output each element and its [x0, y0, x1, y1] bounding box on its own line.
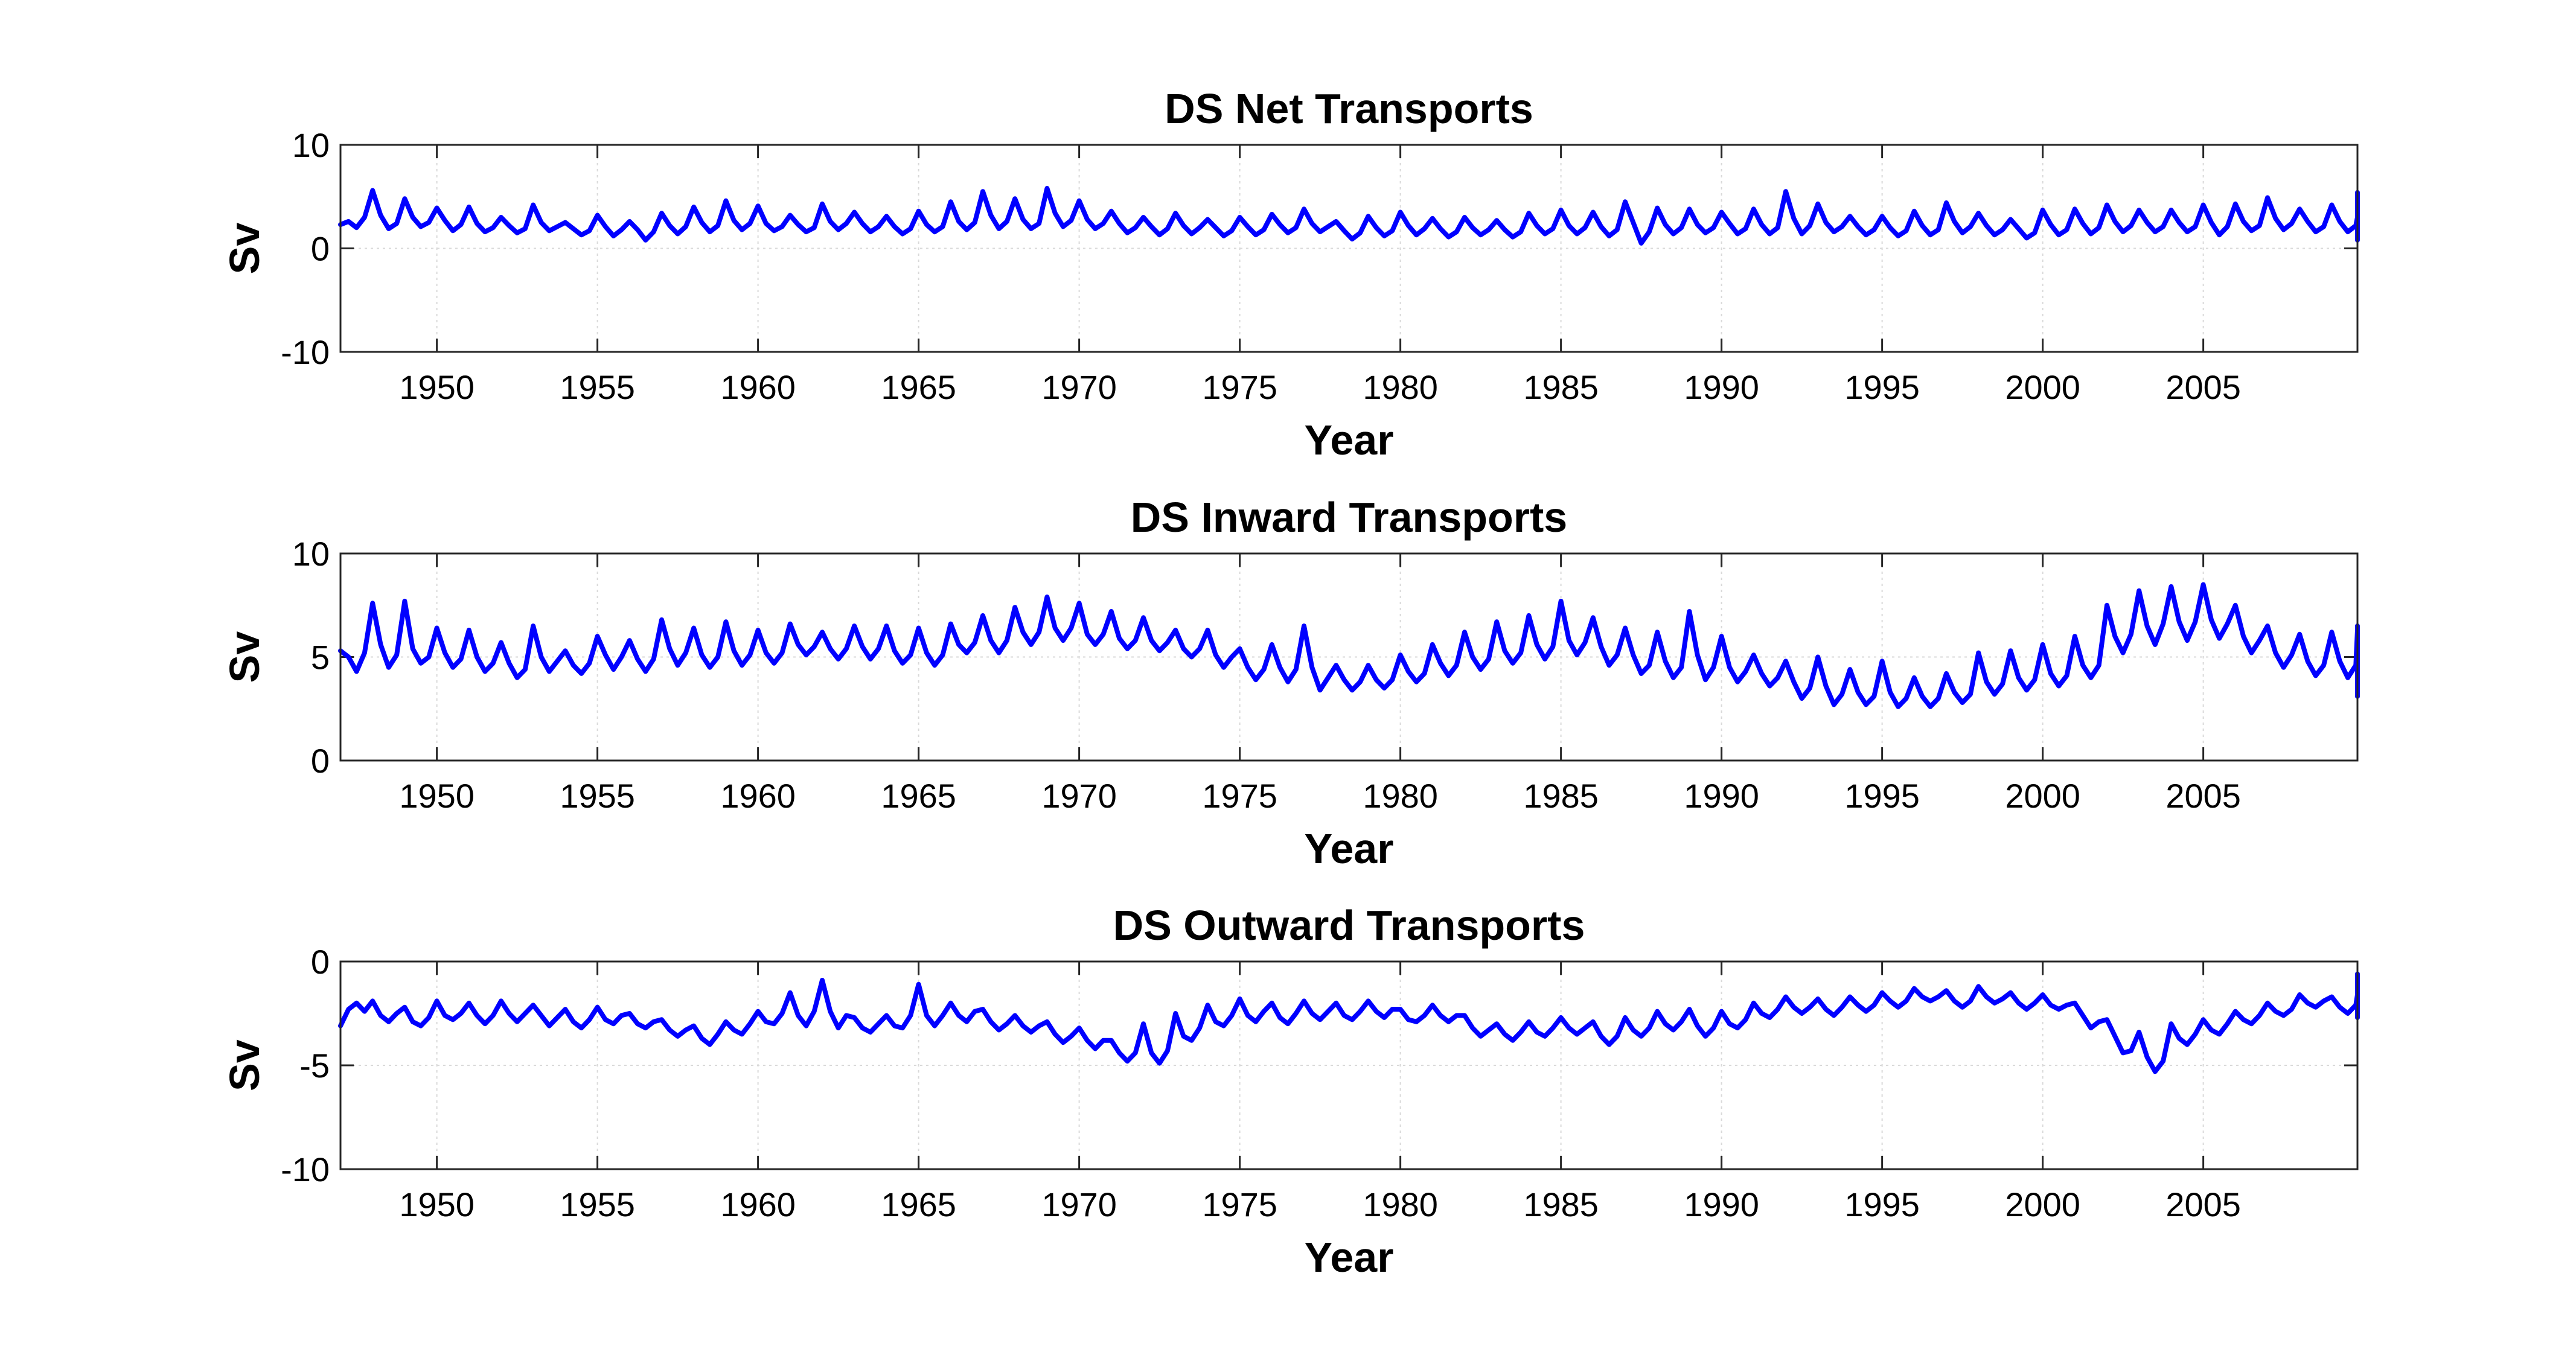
x-tick-label: 1950: [399, 368, 475, 406]
tick-layer: [340, 144, 2357, 353]
x-tick-label: 2000: [2005, 1185, 2080, 1223]
x-tick-labels: 1950 1955 1960 1965 1970 1975 1980 1985 1990 1995…: [399, 777, 2241, 815]
x-tick-label: 1975: [1202, 777, 1277, 815]
y-tick-label: -5: [299, 1047, 330, 1085]
y-tick-label: 0: [311, 943, 330, 981]
x-tick-label: 2005: [2165, 777, 2241, 815]
axes-frame: [339, 552, 2359, 762]
y-tick-labels: 0 5 10: [292, 535, 330, 780]
x-tick-label: 1960: [720, 777, 796, 815]
y-tick-label: 0: [311, 742, 330, 780]
x-axis-label: Year: [1305, 825, 1394, 872]
y-axis-label: Sv: [221, 223, 268, 275]
x-tick-label: 1980: [1363, 1185, 1438, 1223]
x-axis-label: Year: [1305, 416, 1394, 464]
x-tick-label: 2000: [2005, 368, 2080, 406]
y-tick-label: 5: [311, 639, 330, 677]
x-tick-label: 1985: [1523, 1185, 1599, 1223]
x-tick-label: 1970: [1041, 1185, 1117, 1223]
y-axis-label: Sv: [221, 1039, 268, 1091]
y-tick-label: 10: [292, 535, 330, 573]
x-tick-label: 1955: [560, 1185, 635, 1223]
x-tick-label: 2000: [2005, 777, 2080, 815]
x-tick-label: 1950: [399, 777, 475, 815]
axes-frame: [339, 960, 2359, 1170]
x-tick-label: 1985: [1523, 777, 1599, 815]
y-tick-label: 0: [311, 230, 330, 268]
x-tick-label: 1985: [1523, 368, 1599, 406]
x-tick-label: 2005: [2165, 1185, 2241, 1223]
x-tick-label: 1965: [881, 777, 956, 815]
y-tick-labels: -10 -5 0: [281, 943, 330, 1188]
y-tick-labels: -10 0 10: [281, 126, 330, 371]
x-tick-label: 1960: [720, 368, 796, 406]
x-tick-label: 1990: [1684, 368, 1759, 406]
x-tick-label: 1980: [1363, 368, 1438, 406]
x-tick-label: 1965: [881, 368, 956, 406]
y-tick-label: 10: [292, 126, 330, 164]
x-tick-label: 1965: [881, 1185, 956, 1223]
x-tick-label: 1955: [560, 368, 635, 406]
y-tick-label: -10: [281, 1150, 330, 1188]
x-tick-labels: 1950 1955 1960 1965 1970 1975 1980 1985 1990 1995…: [399, 1185, 2241, 1223]
chart-title: DS Inward Transports: [1131, 494, 1567, 541]
x-tick-label: 2005: [2165, 368, 2241, 406]
y-axis-label: Sv: [221, 631, 268, 683]
x-tick-label: 1975: [1202, 368, 1277, 406]
chart-title: DS Outward Transports: [1113, 902, 1585, 949]
y-tick-label: -10: [281, 333, 330, 371]
x-tick-label: 1975: [1202, 1185, 1277, 1223]
chart-title: DS Net Transports: [1165, 85, 1533, 132]
x-tick-label: 1995: [1844, 368, 1920, 406]
x-tick-label: 1995: [1844, 1185, 1920, 1223]
x-tick-label: 1990: [1684, 777, 1759, 815]
x-tick-label: 1990: [1684, 1185, 1759, 1223]
x-tick-label: 1970: [1041, 368, 1117, 406]
panel-inward-transports: 1950 1955 1960 1965 1970 1975 1980 1985 1990 1995…: [221, 494, 2360, 872]
x-tick-label: 1960: [720, 1185, 796, 1223]
x-tick-label: 1980: [1363, 777, 1438, 815]
x-tick-label: 1950: [399, 1185, 475, 1223]
x-tick-labels: 1950 1955 1960 1965 1970 1975 1980 1985 1990 1995…: [399, 368, 2241, 406]
x-tick-label: 1970: [1041, 777, 1117, 815]
panel-outward-transports: 1950 1955 1960 1965 1970 1975 1980 1985 1990 1995…: [221, 902, 2360, 1281]
axes-frame: [339, 144, 2359, 353]
panel-net-transports: 1950 1955 1960 1965 1970 1975 1980 1985 1990 1995…: [221, 85, 2360, 464]
x-axis-label: Year: [1305, 1234, 1394, 1281]
x-tick-label: 1995: [1844, 777, 1920, 815]
x-tick-label: 1955: [560, 777, 635, 815]
